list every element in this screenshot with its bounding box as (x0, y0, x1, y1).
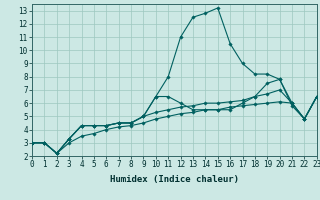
X-axis label: Humidex (Indice chaleur): Humidex (Indice chaleur) (110, 175, 239, 184)
